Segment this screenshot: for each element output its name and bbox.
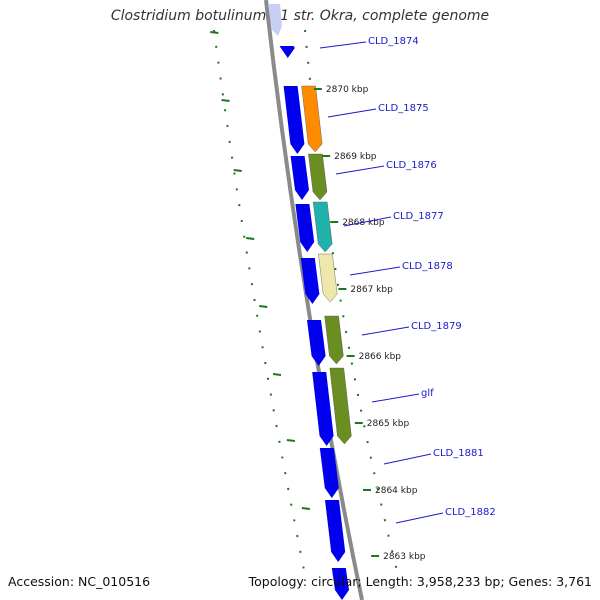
gene-label-cld_1874: CLD_1874 <box>368 36 419 47</box>
gene-label-leader <box>383 453 432 465</box>
gene-label-leader <box>327 108 377 118</box>
inner-scale-tick <box>286 439 296 442</box>
gene-arrow-cld_1876 <box>308 153 328 201</box>
forward-gene-arrow <box>307 320 326 366</box>
inner-scale-tick <box>301 507 310 510</box>
forward-gene-arrow <box>279 46 295 58</box>
genome-backbone <box>264 0 364 600</box>
kbp-label: 2865 kbp <box>367 419 410 429</box>
gene-label-leader <box>349 266 401 276</box>
gene-arrow-cld_1879 <box>324 315 344 365</box>
gene-arrow-cld_1878 <box>318 253 338 303</box>
forward-gene-arrow <box>290 156 309 200</box>
gene-label-cld_1879: CLD_1879 <box>411 321 462 332</box>
inner-scale-tick <box>272 373 282 376</box>
inner-scale-tick <box>233 169 242 172</box>
inner-scale-tick <box>221 99 230 102</box>
gene-arrow-cld_1875 <box>301 85 323 153</box>
kbp-label: 2866 kbp <box>359 352 402 362</box>
topology-text: Topology: circular; Length: 3,958,233 bp… <box>248 574 592 589</box>
gene-label-leader <box>335 165 385 175</box>
kbp-label: 2867 kbp <box>350 285 393 295</box>
outer-guide-dots <box>304 29 399 576</box>
gene-label-cld_1876: CLD_1876 <box>386 160 437 171</box>
gene-label-cld_1878: CLD_1878 <box>402 261 453 272</box>
gene-label-cld_1875: CLD_1875 <box>378 103 429 114</box>
gene-arrow-glf <box>329 367 352 445</box>
kbp-label: 2863 kbp <box>383 552 426 562</box>
forward-gene-arrow <box>295 204 315 252</box>
gene-arrow-cld_1877 <box>312 201 333 253</box>
gene-label-leader <box>395 512 444 524</box>
kbp-label: 2869 kbp <box>334 152 377 162</box>
gene-label-leader <box>371 393 420 403</box>
gene-label-cld_1881: CLD_1881 <box>433 448 484 459</box>
inner-scale-tick <box>210 31 219 34</box>
forward-gene-arrow <box>300 258 320 304</box>
gene-label-leader <box>319 41 367 49</box>
kbp-label: 2864 kbp <box>375 486 418 496</box>
accession-text: Accession: NC_010516 <box>8 574 151 589</box>
gene-label-cld_1882: CLD_1882 <box>445 507 496 518</box>
inner-scale-tick <box>259 305 268 308</box>
inner-scale-tick <box>246 237 255 240</box>
forward-gene-arrow <box>319 448 339 498</box>
gene-label-leader <box>343 216 392 227</box>
forward-gene-arrow <box>283 86 305 154</box>
gene-label-glf: glf <box>421 388 434 399</box>
faded-gene-arrow <box>268 4 282 36</box>
kbp-label: 2870 kbp <box>326 85 369 95</box>
kbp-label: 2868 kbp <box>342 218 385 228</box>
map-title: Clostridium botulinum B1 str. Okra, comp… <box>110 8 490 24</box>
gene-label-cld_1877: CLD_1877 <box>393 211 444 222</box>
forward-gene-arrow <box>331 568 349 600</box>
forward-gene-arrow <box>325 500 346 562</box>
forward-gene-arrow <box>312 372 334 446</box>
gene-label-leader <box>361 326 410 336</box>
